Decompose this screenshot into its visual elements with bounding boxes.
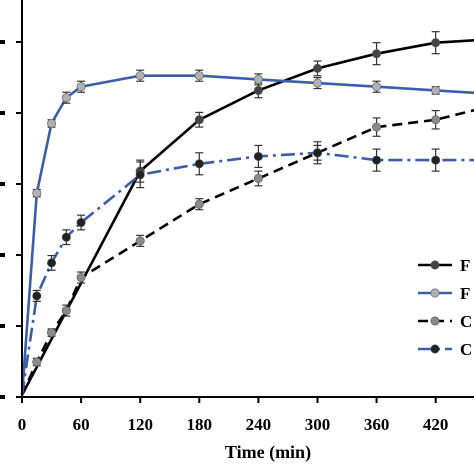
legend-label-4: C bbox=[460, 340, 472, 359]
data-point bbox=[47, 258, 57, 268]
data-point bbox=[47, 118, 57, 128]
x-tick-label: 420 bbox=[423, 415, 449, 434]
x-tick-label: 120 bbox=[127, 415, 153, 434]
data-point bbox=[194, 115, 204, 125]
data-point bbox=[32, 357, 42, 367]
x-axis-title: Time (min) bbox=[225, 442, 311, 463]
data-point bbox=[372, 82, 382, 92]
data-point bbox=[76, 273, 86, 283]
data-point bbox=[372, 49, 382, 59]
data-point bbox=[253, 85, 263, 95]
legend-marker-4 bbox=[430, 344, 440, 354]
data-point bbox=[61, 93, 71, 103]
y-tick-label-fragment bbox=[0, 324, 5, 328]
series-line-3 bbox=[20, 108, 474, 396]
x-tick-label: 180 bbox=[187, 415, 213, 434]
data-point bbox=[253, 74, 263, 84]
y-tick-label-fragment bbox=[0, 253, 5, 257]
y-tick-label-fragment bbox=[0, 182, 5, 186]
data-point bbox=[312, 63, 322, 73]
plot-area bbox=[20, 31, 474, 396]
data-point bbox=[312, 148, 322, 158]
y-tick-label-fragment bbox=[0, 40, 5, 44]
legend-marker-1 bbox=[430, 260, 440, 270]
data-point bbox=[32, 188, 42, 198]
series-line-2 bbox=[20, 74, 474, 396]
data-point bbox=[76, 82, 86, 92]
legend-label-1: F bbox=[460, 256, 470, 275]
legend-label-2: F bbox=[460, 284, 470, 303]
data-point bbox=[253, 173, 263, 183]
data-point bbox=[135, 236, 145, 246]
data-point bbox=[312, 78, 322, 88]
axes: 0 60 120 180 240 300 360 420 bbox=[0, 0, 474, 434]
legend-label-3: C bbox=[460, 312, 472, 331]
data-point bbox=[61, 232, 71, 242]
series-line-1 bbox=[20, 38, 474, 396]
data-point bbox=[372, 122, 382, 132]
data-point bbox=[76, 218, 86, 228]
x-tick-label: 0 bbox=[18, 415, 27, 434]
legend-marker-2 bbox=[430, 288, 440, 298]
data-point bbox=[431, 85, 441, 95]
data-point bbox=[431, 115, 441, 125]
x-tick-label: 300 bbox=[305, 415, 331, 434]
data-point bbox=[61, 306, 71, 316]
data-point bbox=[194, 199, 204, 209]
x-tick-label: 360 bbox=[364, 415, 390, 434]
data-point bbox=[372, 155, 382, 165]
data-point bbox=[194, 159, 204, 169]
x-tick-label: 240 bbox=[246, 415, 272, 434]
y-tick-label-fragment bbox=[0, 395, 5, 399]
x-tick-label: 60 bbox=[73, 415, 90, 434]
data-point bbox=[194, 71, 204, 81]
series-line-4 bbox=[20, 151, 474, 396]
data-point bbox=[47, 328, 57, 338]
data-point bbox=[135, 71, 145, 81]
data-point bbox=[253, 151, 263, 161]
data-point bbox=[135, 170, 145, 180]
legend-marker-3 bbox=[430, 316, 440, 326]
data-point bbox=[431, 155, 441, 165]
data-point bbox=[431, 38, 441, 48]
data-point bbox=[32, 291, 42, 301]
y-tick-label-fragment bbox=[0, 111, 5, 115]
